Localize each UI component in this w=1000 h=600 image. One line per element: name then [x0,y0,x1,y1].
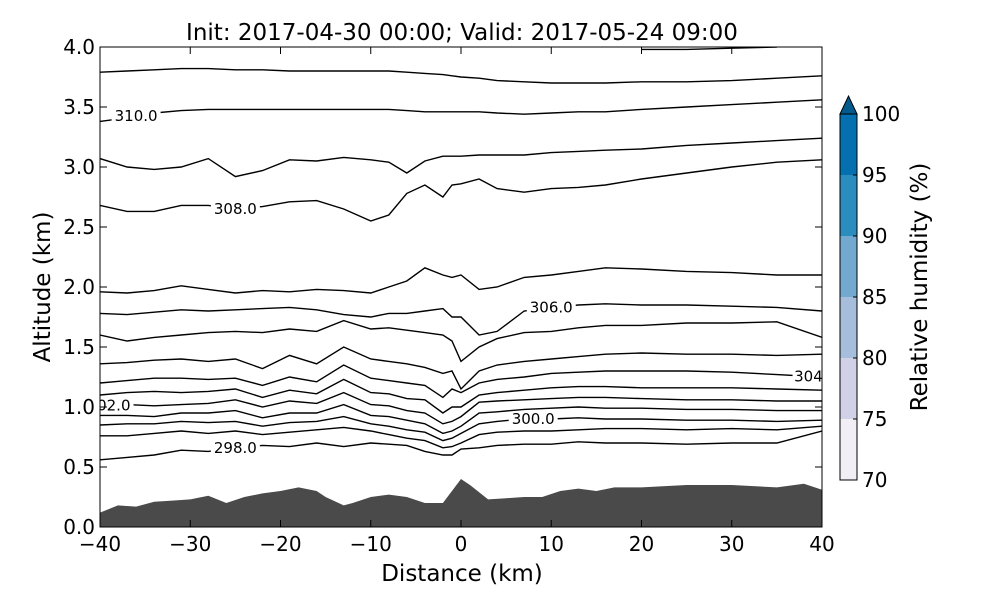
y-tick-label: 1.0 [63,395,95,419]
contour-line-306.5 [100,267,822,294]
contour-line-301 [100,403,822,435]
plot-frame [99,46,823,528]
x-axis: −40 −30 −20 −10 0 10 20 30 40 [79,47,835,556]
contour-line-309 [100,137,822,178]
y-tick-label: 0.0 [63,515,95,539]
x-tick-label: 30 [719,532,744,556]
colorbar-tick-label: 70 [862,468,887,492]
x-tick-label: 10 [539,532,564,556]
contour-line-308 [100,159,822,222]
x-tick-label: −10 [350,532,392,556]
contour-label-bg [100,395,134,415]
contour-line-312 [641,47,777,51]
y-tick-label: 0.5 [63,455,95,479]
contour-label-306: 306.0 [530,298,573,316]
contour-label-310: 310.0 [115,107,158,125]
colorbar-tick-label: 100 [862,102,900,126]
colorbar-segment [840,175,857,236]
contour-line-300 [100,415,822,442]
contour-label-304: 304 [794,367,823,385]
contour-label-298: 298.0 [214,439,257,457]
y-tick-label: 4.0 [63,35,95,59]
terrain-fill [100,479,822,527]
contour-line-311 [100,67,822,84]
y-tick-label: 2.0 [63,275,95,299]
colorbar-segment [840,358,857,419]
colorbar-segment [840,297,857,358]
colorbar-tick-label: 85 [862,285,887,309]
colorbar-segment [840,419,857,480]
contour-label-bg [210,199,260,218]
y-axis-label: Altitude (km) [30,212,56,363]
x-tick-label: −40 [79,532,121,556]
contour-label-bg [792,366,822,386]
x-tick-label: 20 [629,532,654,556]
colorbar-segment [840,114,857,175]
x-tick-label: 40 [809,532,834,556]
x-tick-label: −20 [259,532,301,556]
contour-line-306 [100,303,822,336]
y-tick-label: 2.5 [63,215,95,239]
colorbar-extend-arrow [839,94,858,115]
x-tick-label: −30 [169,532,211,556]
chart-title: Init: 2017-04-30 00:00; Valid: 2017-05-2… [186,20,738,46]
colorbar-label: Relative humidity (%) [907,163,933,412]
x-axis-label: Distance (km) [381,561,543,587]
colorbar-tick-label: 75 [862,407,887,431]
plot-area: 298.0 300.0 302.0 304 306.0 308.0 310.0 [88,46,823,528]
colorbar: 70 75 80 85 90 95 100 [839,94,900,492]
contour-line-305.5 [100,319,822,363]
contour-line-298 [100,430,822,461]
contour-line-299 [100,425,822,449]
contour-label-300: 300.0 [512,410,555,428]
colorbar-tick-label: 90 [862,224,887,248]
contour-line-305 [100,346,822,391]
colorbar-segment [840,236,857,297]
contour-line-303 [100,378,822,414]
colorbar-tick-label: 80 [862,346,887,370]
y-axis: 0.0 0.5 1.0 1.5 2.0 2.5 3.0 3.5 4.0 [63,35,822,539]
contour-label-bg [210,437,260,457]
contour-label-bg [526,297,576,317]
colorbar-tick-label: 95 [862,163,887,187]
y-tick-label: 3.5 [63,95,95,119]
contour-label-bg [111,106,161,126]
contour-label-bg [508,409,558,428]
contour-line-310 [100,99,822,123]
contour-line-304 [100,364,822,399]
x-tick-label: 0 [455,532,468,556]
contour-label-302: 302.0 [88,396,131,414]
y-tick-label: 1.5 [63,335,95,359]
contour-line-302 [100,391,822,425]
y-tick-label: 3.0 [63,155,95,179]
contour-label-308: 308.0 [214,200,257,218]
